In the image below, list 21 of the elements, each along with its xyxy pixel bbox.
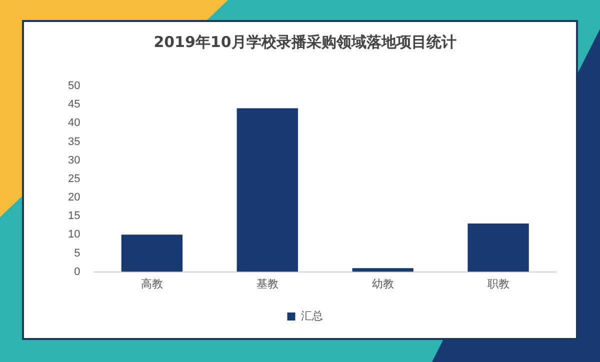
y-tick-label: 10 (68, 228, 80, 241)
y-tick-label: 15 (68, 210, 80, 222)
chart-title: 2019年10月学校录播采购领域落地项目统计 (154, 32, 456, 51)
x-tick-label: 职教 (487, 278, 510, 290)
y-tick-label: 25 (68, 172, 80, 185)
bar (352, 268, 414, 272)
y-tick-label: 45 (68, 98, 80, 111)
y-tick-label: 40 (68, 117, 80, 130)
x-tick-label: 高教 (140, 277, 163, 290)
y-tick-label: 30 (68, 154, 80, 166)
legend-label: 汇总 (300, 310, 323, 323)
x-tick-label: 幼教 (372, 277, 394, 290)
y-tick-label: 0 (74, 266, 80, 278)
y-tick-label: 50 (68, 80, 80, 92)
x-tick-label: 基教 (256, 277, 278, 290)
y-tick-label: 20 (68, 192, 80, 204)
y-tick-label: 35 (68, 136, 80, 148)
bar (121, 234, 183, 272)
y-tick-label: 5 (74, 247, 80, 260)
bar (236, 108, 298, 272)
bar (468, 223, 529, 272)
